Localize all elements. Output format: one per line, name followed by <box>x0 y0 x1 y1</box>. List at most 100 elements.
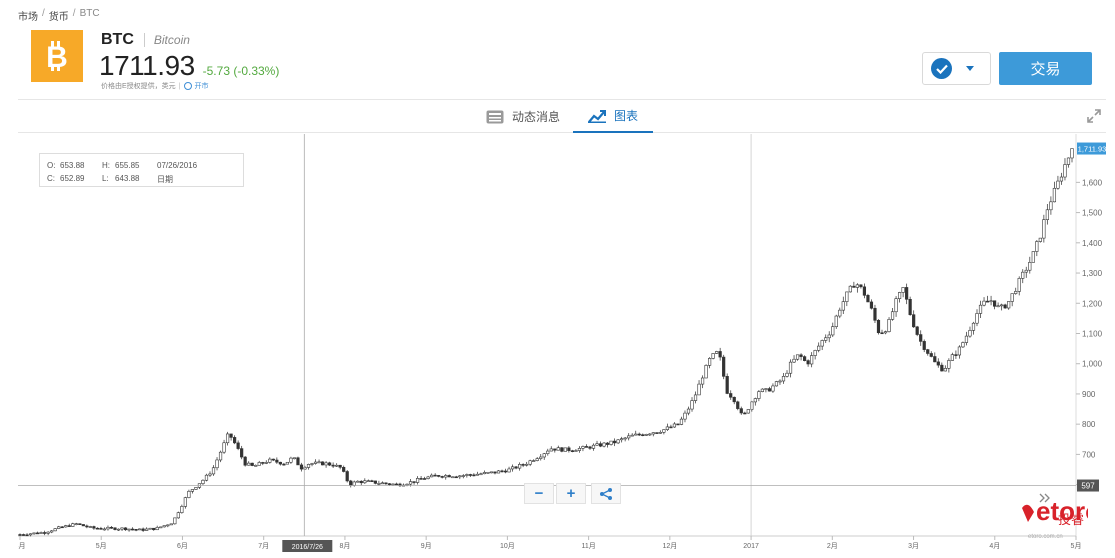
candle-body <box>145 528 149 531</box>
breadcrumb-currencies[interactable]: 货币 <box>48 12 69 23</box>
candle-body <box>567 447 571 451</box>
candle-body <box>989 300 993 303</box>
candle-body <box>1024 269 1028 273</box>
candle-body <box>338 464 342 468</box>
candle-body <box>788 361 793 374</box>
candle-body <box>686 408 691 414</box>
candle-body <box>556 447 560 451</box>
candle-body <box>148 527 152 530</box>
candle-body <box>500 470 504 473</box>
candle-body <box>549 448 553 452</box>
candle-body <box>419 478 423 480</box>
candle-body <box>936 361 940 366</box>
tab-news[interactable]: 动态消息 <box>486 100 560 133</box>
etoro-tagline: 投睿 <box>1058 512 1084 527</box>
candle-body <box>757 391 761 399</box>
last-price-label: 1,711.93 <box>1078 145 1106 154</box>
candle-body <box>883 331 888 334</box>
price-chart[interactable]: 6007008009001,0001,1001,2001,3001,4001,5… <box>18 134 1106 558</box>
high-label: H: <box>102 161 110 170</box>
candle-body <box>978 304 983 314</box>
trade-button[interactable]: 交易 <box>999 52 1092 85</box>
candle-body <box>345 471 349 482</box>
candle-body <box>46 531 50 534</box>
candle-body <box>767 388 772 392</box>
candle-body <box>887 319 891 332</box>
candle-body <box>444 475 448 478</box>
expand-icon[interactable] <box>1086 108 1102 124</box>
breadcrumb-separator: / <box>42 8 45 19</box>
candle-body <box>634 433 638 436</box>
candle-body <box>831 326 835 336</box>
candle-body <box>71 523 75 527</box>
watchlist-button[interactable] <box>922 52 991 85</box>
candle-body <box>109 526 114 529</box>
x-tick-label: 2017 <box>743 543 759 550</box>
candle-body <box>257 462 261 466</box>
candle-body <box>57 526 61 529</box>
candle-body <box>940 364 944 372</box>
candle-body <box>672 423 677 428</box>
tab-chart[interactable]: 图表 <box>573 100 653 133</box>
candle-body <box>482 472 487 475</box>
candle-body <box>120 527 124 530</box>
candle-body <box>693 394 698 401</box>
candle-body <box>391 483 395 486</box>
candle-body <box>553 448 557 451</box>
candle-body <box>1038 237 1042 242</box>
candle-body <box>166 524 170 527</box>
candle-body <box>820 340 824 347</box>
candle-body <box>123 527 128 531</box>
candle-body <box>894 298 898 313</box>
candle-body <box>32 532 36 535</box>
candle-body <box>613 440 617 444</box>
candle-body <box>1049 201 1053 211</box>
candle-body <box>373 480 377 484</box>
candle-body <box>620 438 624 441</box>
candle-body <box>795 354 800 360</box>
candle-body <box>929 353 933 357</box>
candle-body <box>591 444 596 449</box>
candle-body <box>563 447 567 452</box>
candle-body <box>67 525 71 527</box>
etoro-brand: etoro <box>1036 496 1088 526</box>
candle-body <box>736 401 740 409</box>
share-button[interactable] <box>591 483 621 504</box>
candle-body <box>169 523 173 526</box>
zoom-in-button[interactable]: + <box>556 483 586 504</box>
candle-body <box>665 426 669 430</box>
candle-body <box>430 474 434 478</box>
candle-body <box>869 301 874 309</box>
candle-body <box>349 480 353 486</box>
candle-body <box>134 529 138 531</box>
candle-body <box>211 467 216 475</box>
candle-body <box>908 299 912 315</box>
candle-body <box>912 314 916 328</box>
candle-body <box>627 435 631 439</box>
candle-body <box>458 475 462 478</box>
candle-body <box>229 433 233 438</box>
candle-body <box>78 523 82 525</box>
price-meta: 价格由E授权提供，类元 | 开市 <box>101 81 209 91</box>
candle-body <box>950 354 954 361</box>
candle-body <box>771 385 775 392</box>
zoom-out-button[interactable]: − <box>524 483 554 504</box>
candle-body <box>880 332 884 335</box>
candlestick-chart[interactable]: 6007008009001,0001,1001,2001,3001,4001,5… <box>18 134 1106 558</box>
candle-body <box>630 434 634 437</box>
breadcrumb-markets[interactable]: 市场 <box>18 12 38 23</box>
candle-body <box>1028 262 1032 271</box>
candle-body <box>746 409 750 414</box>
bitcoin-icon: B <box>46 41 68 73</box>
candle-body <box>201 479 205 484</box>
candle-body <box>208 473 212 476</box>
candle-body <box>127 528 131 531</box>
candle-body <box>250 462 254 466</box>
y-tick-label: 1,200 <box>1082 299 1103 308</box>
candle-body <box>92 526 96 529</box>
candle-body <box>440 476 444 478</box>
candle-body <box>679 418 684 425</box>
candle-body <box>472 474 476 477</box>
candle-body <box>380 482 384 485</box>
candle-body <box>1000 304 1004 307</box>
